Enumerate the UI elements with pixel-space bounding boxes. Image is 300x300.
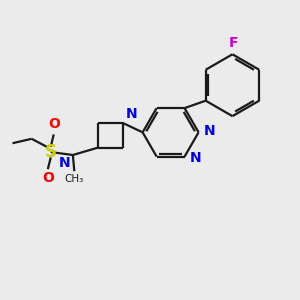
Text: N: N xyxy=(190,151,202,165)
Text: O: O xyxy=(42,172,54,185)
Text: N: N xyxy=(126,106,138,121)
Text: CH₃: CH₃ xyxy=(65,174,84,184)
Text: N: N xyxy=(59,157,70,170)
Text: F: F xyxy=(229,36,239,50)
Text: N: N xyxy=(204,124,215,138)
Text: O: O xyxy=(48,117,60,131)
Text: S: S xyxy=(45,143,57,161)
